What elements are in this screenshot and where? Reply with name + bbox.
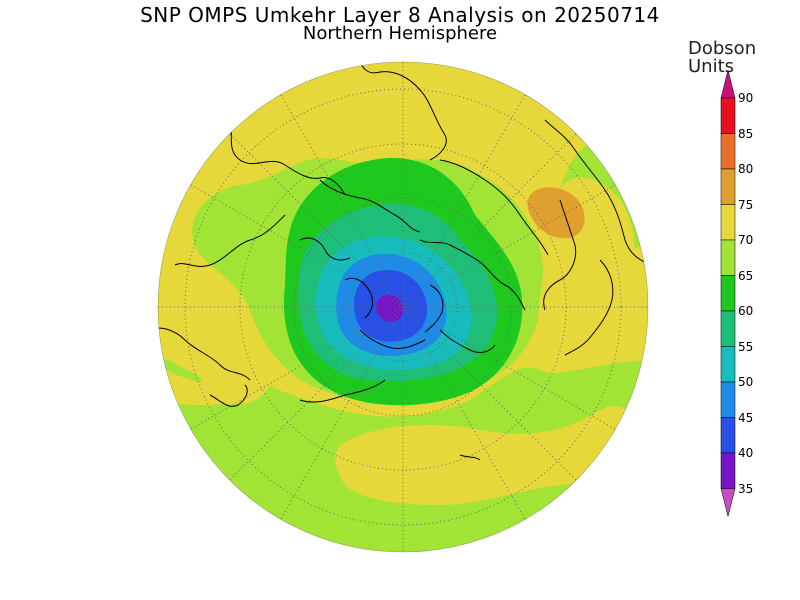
ozone-field xyxy=(158,62,648,552)
colorbar-tick-50: 50 xyxy=(738,375,754,389)
colorbar-tick-85: 85 xyxy=(738,126,754,141)
longitude-grid xyxy=(158,62,648,552)
band-35-40 xyxy=(376,294,404,322)
colorbar-tick-90: 90 xyxy=(738,91,754,105)
colorbar-band-40 xyxy=(720,452,736,489)
colorbar-title-line1: Dobson xyxy=(688,38,757,59)
colorbar-tick-35: 35 xyxy=(738,481,754,496)
colorbar-band-90 xyxy=(720,97,736,134)
colorbar-tick-75: 75 xyxy=(738,197,754,212)
colorbar-band-55 xyxy=(720,346,736,383)
colorbar-band-70 xyxy=(720,239,736,276)
band-75-80 xyxy=(527,187,585,239)
colorbar-band-85 xyxy=(720,133,736,170)
colorbar-band-75 xyxy=(720,204,736,241)
colorbar-title-line2: Units xyxy=(688,56,735,77)
colorbar-band-60 xyxy=(720,310,736,347)
colorbar-under-triangle xyxy=(720,488,736,517)
colorbar-band-50 xyxy=(720,381,736,418)
colorbar-title: Dobson Units xyxy=(688,40,788,76)
map-title: SNP OMPS Umkehr Layer 8 Analysis on 2025… xyxy=(140,3,660,27)
colorbar-band-45 xyxy=(720,417,736,454)
colorbar-band-65 xyxy=(720,275,736,312)
colorbar-band-80 xyxy=(720,168,736,205)
map-subtitle: Northern Hemisphere xyxy=(302,23,498,44)
colorbar xyxy=(720,69,736,517)
colorbar-tick-45: 45 xyxy=(738,410,754,425)
colorbar-tick-60: 60 xyxy=(738,304,754,318)
colorbar-tick-40: 40 xyxy=(738,446,754,460)
colorbar-tick-80: 80 xyxy=(738,162,754,176)
map-boundary xyxy=(157,61,649,553)
colorbar-tick-65: 65 xyxy=(738,268,754,283)
colorbar-tick-55: 55 xyxy=(738,339,754,354)
coastlines xyxy=(158,62,648,461)
band-70-75-south xyxy=(335,406,640,505)
colorbar-tick-70: 70 xyxy=(738,233,754,247)
